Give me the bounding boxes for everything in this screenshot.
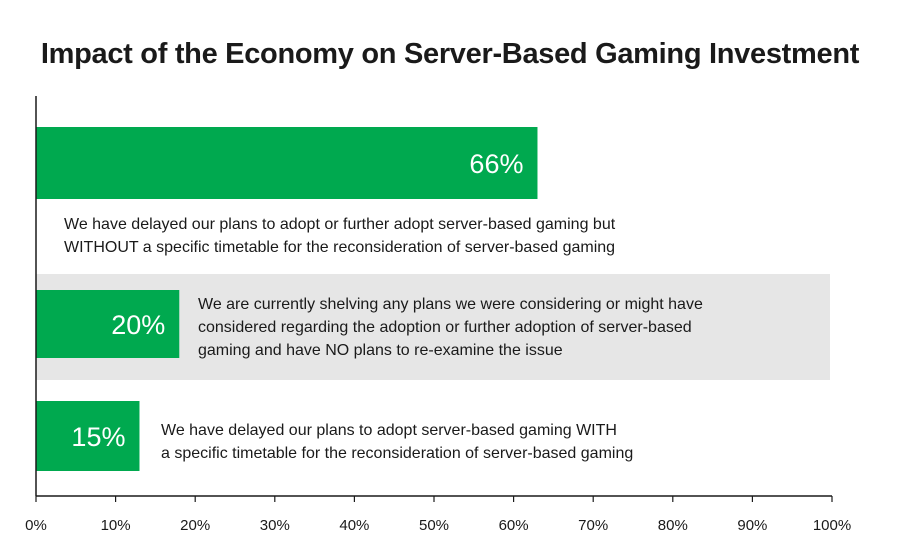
bar-1 xyxy=(36,127,538,199)
x-tick-label: 90% xyxy=(737,517,767,534)
x-tick-label: 50% xyxy=(419,517,449,534)
x-tick-label: 20% xyxy=(180,517,210,534)
bar-description-1: We have delayed our plans to adopt or fu… xyxy=(64,213,615,259)
description-line: We are currently shelving any plans we w… xyxy=(198,296,703,313)
bar-value-label-2: 20% xyxy=(111,310,165,340)
x-tick-label: 70% xyxy=(578,517,608,534)
bar-2 xyxy=(36,290,180,358)
description-line: a specific timetable for the reconsidera… xyxy=(161,445,634,462)
x-tick-label: 100% xyxy=(813,517,851,534)
description-line: We have delayed our plans to adopt serve… xyxy=(161,422,617,439)
x-tick-label: 80% xyxy=(658,517,688,534)
bar-3 xyxy=(36,401,140,471)
description-line: gaming and have NO plans to re-examine t… xyxy=(198,342,563,359)
chart-title: Impact of the Economy on Server-Based Ga… xyxy=(40,38,860,70)
description-line: We have delayed our plans to adopt or fu… xyxy=(64,216,616,233)
description-line: considered regarding the adoption or fur… xyxy=(198,319,692,336)
description-line: WITHOUT a specific timetable for the rec… xyxy=(64,239,616,256)
x-tick-label: 60% xyxy=(499,517,529,534)
bar-value-label-3: 15% xyxy=(71,422,125,452)
x-tick-label: 0% xyxy=(25,517,47,534)
x-tick-label: 10% xyxy=(101,517,131,534)
x-tick-label: 30% xyxy=(260,517,290,534)
bar-description-3: We have delayed our plans to adopt serve… xyxy=(161,419,633,465)
bar-description-2: We are currently shelving any plans we w… xyxy=(198,293,703,362)
x-tick-label: 40% xyxy=(339,517,369,534)
bar-value-label-1: 66% xyxy=(469,149,523,179)
